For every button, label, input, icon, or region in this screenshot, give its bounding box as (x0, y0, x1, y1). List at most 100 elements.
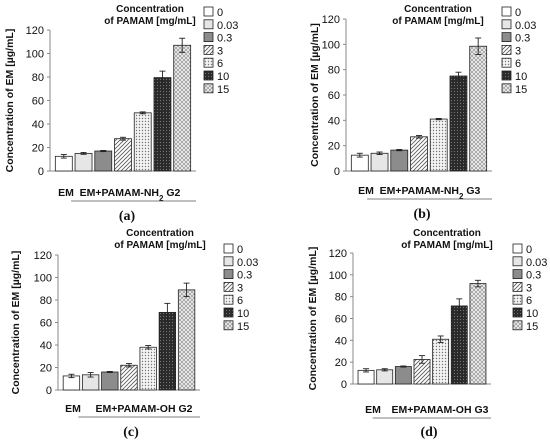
y-tick-label: 0 (38, 166, 44, 178)
bar-b-6 (429, 118, 448, 172)
x-label-control: EM (358, 185, 374, 197)
y-tick-label: 60 (335, 314, 347, 326)
legend-label: 10 (526, 308, 538, 320)
bar-d-0.3 (394, 366, 412, 385)
bar-c-10 (158, 311, 177, 391)
y-axis-label: Concentration of EM [µg/mL] (307, 247, 319, 391)
legend-swatch-0 (501, 6, 512, 17)
y-axis-label: Concentration of EM [µg/mL] (309, 23, 321, 167)
y-tick-label: 0 (334, 166, 340, 178)
y-tick-label: 80 (335, 292, 347, 304)
legend-label: 0 (526, 244, 532, 256)
bar-b-0 (350, 154, 369, 172)
legend-swatch-0.3 (501, 32, 512, 42)
y-tick-label: 40 (40, 340, 52, 352)
x-label-subscript: 2 (159, 194, 164, 203)
x-label-suffix: G3 (463, 185, 480, 197)
legend-title-line1: Concentration (413, 228, 481, 239)
legend-title-line2: of PAMAM [mg/mL] (401, 240, 492, 251)
legend-swatch-0 (203, 6, 214, 17)
y-tick-label: 120 (329, 248, 347, 260)
bar-a-0.3 (94, 150, 113, 172)
bar-c-3 (120, 364, 138, 391)
y-tick-label: 80 (32, 72, 44, 84)
y-tick-label: 40 (335, 335, 347, 347)
legend-label: 0 (237, 244, 243, 256)
panel-label: (d) (420, 425, 437, 440)
bar-d-0.03 (376, 369, 394, 385)
y-tick-label: 100 (329, 270, 347, 282)
legend-swatch-10 (512, 307, 523, 318)
legend-label: 3 (217, 45, 223, 57)
bar-a-3 (114, 138, 132, 172)
bar-b-3 (410, 136, 428, 172)
y-tick-label: 60 (32, 96, 44, 108)
y-axis-label: Concentration of EM [µg/mL] (4, 29, 16, 173)
panel-label: (c) (123, 425, 139, 440)
y-tick-label: 20 (32, 143, 44, 155)
bar-d-6 (432, 338, 450, 385)
legend-label: 15 (515, 84, 527, 96)
y-tick-label: 0 (46, 385, 52, 397)
y-tick-label: 120 (26, 25, 44, 37)
y-tick-label: 120 (322, 14, 340, 26)
x-label-group: EM+PAMAM-NH2 G2 (80, 187, 181, 203)
legend-label: 3 (237, 282, 243, 294)
legend-swatch-10 (501, 70, 512, 81)
x-label-subscript: 2 (459, 192, 464, 201)
legend-swatch-0.3 (223, 269, 234, 280)
y-tick-label: 100 (322, 39, 340, 51)
y-tick-label: 80 (328, 65, 340, 77)
legend-label: 0.3 (515, 33, 530, 45)
panel-label: (a) (119, 209, 136, 224)
legend-label: 15 (237, 321, 249, 333)
bar-b-15 (469, 45, 488, 172)
bar-c-6 (139, 346, 157, 391)
legend-swatch-15 (512, 320, 523, 331)
y-tick-label: 120 (34, 250, 52, 262)
legend-swatch-0 (512, 243, 523, 254)
y-tick-label: 20 (335, 357, 347, 369)
x-label-control: EM (365, 404, 381, 416)
legend-swatch-6 (223, 294, 234, 305)
legend-swatch-0.03 (512, 256, 523, 267)
y-tick-label: 60 (40, 318, 52, 330)
legend-label: 0.3 (217, 33, 232, 45)
bar-d-15 (469, 283, 487, 385)
legend-label: 3 (526, 282, 532, 294)
legend-swatch-6 (203, 57, 214, 68)
legend-label: 10 (515, 71, 527, 83)
panel-label: (b) (413, 207, 430, 222)
legend-title-line2: of PAMAM [mg/mL] (392, 16, 483, 27)
legend-title-line2: of PAMAM [mg/mL] (104, 16, 195, 27)
legend-title-line1: Concentration (116, 4, 184, 15)
y-tick-label: 20 (40, 363, 52, 375)
legend-swatch-10 (203, 70, 214, 81)
bar-c-15 (177, 289, 196, 391)
bar-a-10 (153, 77, 172, 172)
legend-swatch-10 (223, 307, 234, 318)
bar-c-0.3 (101, 371, 119, 391)
y-tick-label: 60 (328, 90, 340, 102)
x-label-group: EM+PAMAM-OH G2 (96, 403, 193, 415)
x-label-suffix: G2 (163, 187, 180, 199)
legend-label: 0 (217, 7, 223, 19)
legend-title-line1: Concentration (126, 228, 194, 239)
x-label-suffix: G2 (176, 403, 193, 415)
y-tick-label: 100 (26, 49, 44, 61)
x-label-control: EM (65, 403, 81, 415)
legend-label: 3 (515, 45, 521, 57)
bar-d-10 (450, 305, 468, 385)
y-tick-label: 0 (341, 379, 347, 391)
legend-label: 10 (237, 308, 249, 320)
y-tick-label: 80 (40, 295, 52, 307)
legend-swatch-0 (223, 243, 234, 254)
y-axis-label: Concentration of EM [µg/mL] (10, 251, 22, 395)
bar-b-0.3 (390, 149, 409, 172)
bar-a-0.03 (74, 152, 93, 172)
